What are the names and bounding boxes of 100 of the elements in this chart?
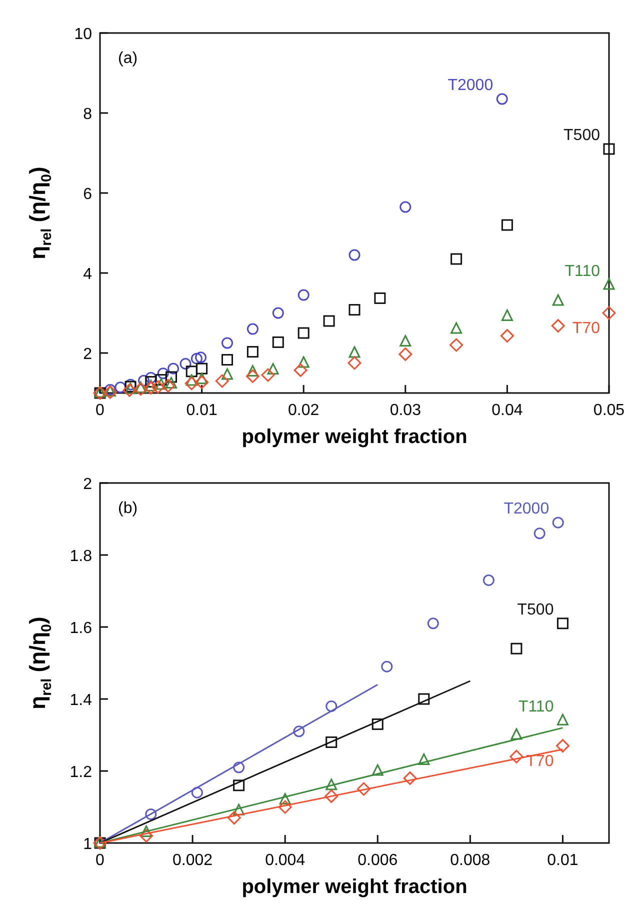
point: [326, 700, 338, 712]
y-tick-label: 2: [83, 476, 92, 493]
point: [348, 304, 360, 316]
point: [196, 362, 208, 374]
series-label: T500: [517, 601, 554, 618]
point: [157, 368, 169, 380]
point: [180, 358, 192, 370]
point: [398, 347, 412, 361]
point: [374, 292, 386, 304]
point: [403, 771, 417, 785]
point: [195, 375, 209, 389]
point: [293, 726, 305, 738]
point: [551, 319, 565, 333]
point: [450, 253, 462, 265]
point: [195, 352, 207, 364]
x-tick-label: 0.04: [492, 402, 523, 419]
point: [246, 323, 258, 335]
point: [140, 829, 154, 843]
point: [222, 354, 233, 366]
point: [418, 753, 430, 765]
point: [145, 380, 157, 392]
point: [501, 309, 513, 321]
x-tick-label: 0.002: [172, 852, 213, 869]
point: [298, 356, 310, 368]
y-tick-label: 4: [83, 266, 92, 283]
point: [326, 736, 338, 748]
point: [418, 693, 430, 705]
point: [348, 356, 362, 370]
point: [427, 618, 439, 630]
point: [552, 294, 564, 306]
point: [552, 516, 564, 528]
point: [279, 793, 291, 805]
series-label: T70: [572, 320, 600, 337]
point: [348, 249, 360, 261]
point: [140, 825, 152, 837]
y-tick-label: 1.2: [70, 764, 92, 781]
point: [278, 800, 292, 814]
series-label: T2000: [448, 77, 494, 94]
point: [326, 778, 338, 790]
point: [122, 383, 136, 397]
y-tick-label: 2: [83, 346, 92, 363]
point: [138, 374, 150, 386]
point: [556, 714, 568, 726]
series-label: T110: [564, 263, 600, 280]
point: [145, 808, 157, 820]
point: [144, 381, 158, 395]
x-tick-label: 0.02: [288, 402, 320, 419]
point: [482, 574, 494, 586]
series-label: T500: [564, 127, 600, 144]
point: [602, 306, 616, 320]
point: [145, 372, 157, 384]
x-tick-label: 0: [96, 852, 105, 869]
x-axis-title: polymer weight fraction: [242, 876, 468, 898]
point: [246, 346, 258, 358]
y-tick-label: 1.4: [70, 692, 92, 709]
series-label: T2000: [504, 500, 550, 518]
point: [372, 764, 384, 776]
point: [190, 352, 202, 364]
point: [155, 378, 167, 390]
point: [186, 366, 198, 378]
point: [556, 739, 570, 753]
point: [155, 374, 167, 386]
x-tick-label: 0.004: [265, 852, 306, 869]
point: [261, 368, 275, 382]
point: [222, 337, 233, 349]
annotation: (a): [118, 50, 138, 67]
point: [450, 322, 462, 334]
point: [400, 335, 412, 347]
point: [246, 369, 260, 383]
y-tick-label: 1.6: [70, 620, 92, 637]
x-tick-label: 0: [96, 402, 105, 419]
point: [227, 811, 241, 825]
y-tick-label: 1.8: [70, 548, 92, 565]
x-tick-label: 0.05: [593, 402, 625, 419]
point: [534, 528, 546, 540]
point: [272, 307, 284, 319]
point: [501, 219, 513, 231]
point: [294, 363, 308, 377]
point: [134, 382, 148, 396]
point: [298, 289, 310, 301]
point: [114, 382, 126, 394]
x-axis-title: polymer weight fraction: [242, 426, 468, 448]
point: [348, 346, 360, 358]
point: [357, 782, 371, 796]
y-tick-label: 1: [83, 836, 92, 853]
point: [168, 362, 180, 374]
point: [222, 368, 233, 380]
x-tick-label: 0.008: [450, 852, 490, 869]
point: [323, 315, 335, 327]
series-label: T110: [518, 698, 554, 716]
point: [215, 374, 229, 388]
point: [191, 786, 203, 798]
point: [372, 718, 384, 730]
point: [233, 804, 245, 816]
point: [603, 143, 615, 155]
point: [166, 371, 178, 383]
point: [233, 762, 245, 774]
x-tick-label: 0.006: [358, 852, 398, 869]
x-tick-label: 0.01: [547, 852, 578, 869]
point: [161, 379, 175, 393]
